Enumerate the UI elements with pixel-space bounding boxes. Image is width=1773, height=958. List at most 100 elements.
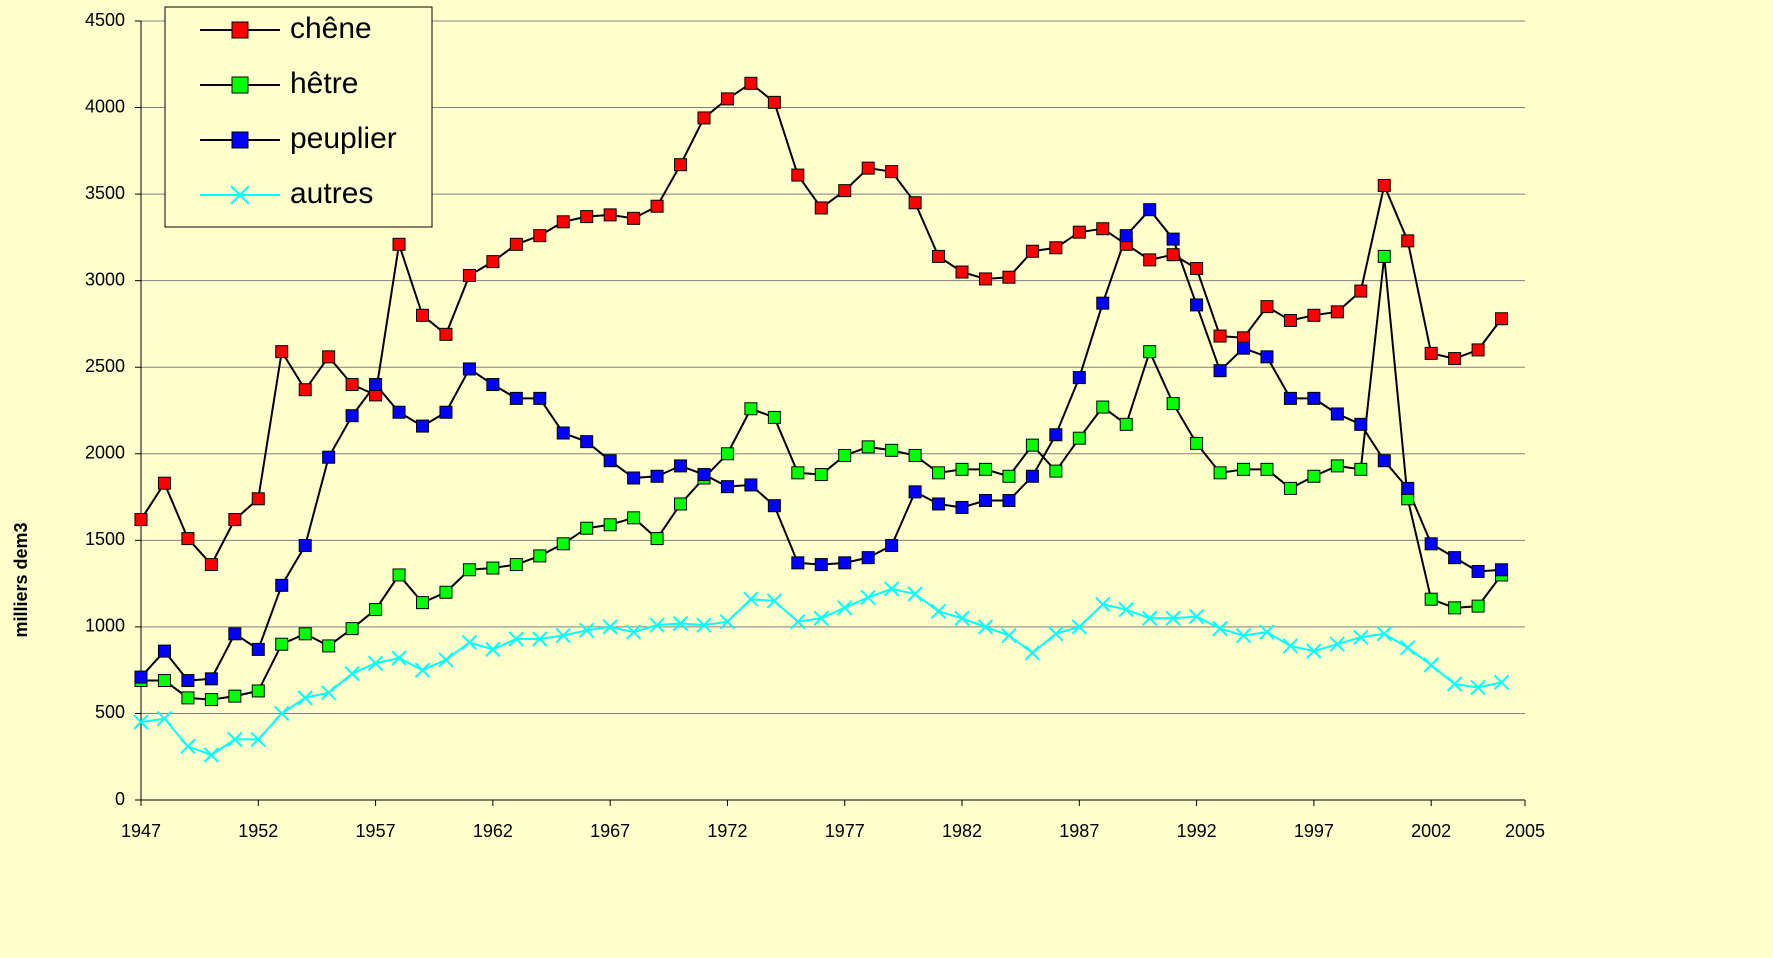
- y-axis-label: milliers dem3: [11, 522, 31, 637]
- marker: [1424, 537, 1438, 551]
- marker: [414, 662, 431, 678]
- y-tick-label: 500: [95, 702, 125, 722]
- marker: [1213, 329, 1227, 343]
- marker: [580, 435, 594, 449]
- y-tick-label: 2000: [85, 443, 125, 463]
- marker: [1330, 305, 1344, 319]
- marker: [627, 471, 641, 485]
- marker: [603, 518, 617, 532]
- marker: [767, 499, 781, 513]
- marker: [180, 738, 196, 755]
- marker: [978, 272, 992, 286]
- y-tick-label: 4500: [85, 10, 125, 30]
- marker: [157, 476, 171, 490]
- marker: [181, 674, 195, 688]
- marker: [1377, 178, 1391, 192]
- legend-label: chêne: [290, 12, 372, 45]
- marker: [1119, 417, 1133, 431]
- marker: [1002, 494, 1016, 508]
- marker: [719, 613, 736, 630]
- marker: [649, 617, 665, 633]
- x-tick-label: 1962: [473, 821, 513, 841]
- marker: [1166, 397, 1180, 411]
- marker: [391, 650, 407, 666]
- marker: [838, 184, 852, 198]
- marker: [462, 268, 476, 282]
- marker: [555, 627, 571, 644]
- marker: [157, 674, 171, 688]
- marker: [932, 466, 946, 480]
- marker: [1095, 596, 1111, 613]
- marker: [486, 378, 500, 392]
- marker: [134, 513, 148, 527]
- marker: [1166, 248, 1180, 262]
- marker: [1354, 417, 1368, 431]
- marker: [1282, 638, 1299, 654]
- marker: [532, 631, 548, 647]
- marker: [1025, 469, 1039, 483]
- marker: [1049, 428, 1063, 442]
- legend-box: [164, 6, 433, 228]
- marker: [181, 532, 195, 546]
- marker: [275, 578, 289, 592]
- marker: [1330, 407, 1344, 421]
- marker: [204, 558, 218, 572]
- legend-label: hêtre: [290, 67, 358, 100]
- marker: [462, 362, 476, 376]
- marker: [367, 655, 384, 671]
- y-tick-label: 4000: [85, 96, 125, 116]
- legend-marker: [231, 131, 249, 149]
- marker: [1025, 244, 1039, 258]
- marker: [1143, 203, 1157, 217]
- marker: [297, 690, 313, 706]
- marker: [1470, 679, 1486, 696]
- marker: [1119, 229, 1133, 243]
- marker: [134, 670, 148, 684]
- marker: [1166, 232, 1180, 246]
- marker: [322, 639, 336, 653]
- marker: [883, 581, 900, 597]
- marker: [228, 513, 242, 527]
- marker: [227, 731, 243, 748]
- marker: [1283, 391, 1297, 405]
- marker: [744, 478, 758, 492]
- marker: [1165, 610, 1181, 626]
- marker: [837, 600, 853, 616]
- marker: [1002, 270, 1016, 284]
- marker: [861, 440, 875, 454]
- marker: [744, 76, 758, 90]
- marker: [1307, 391, 1321, 405]
- marker: [1072, 371, 1086, 385]
- y-tick-label: 1000: [85, 616, 125, 636]
- marker: [1471, 564, 1485, 578]
- marker: [625, 624, 642, 640]
- marker: [955, 265, 969, 279]
- marker: [1096, 222, 1110, 236]
- marker: [978, 462, 992, 476]
- marker: [533, 549, 547, 563]
- marker: [250, 731, 266, 748]
- x-tick-label: 1967: [590, 821, 630, 841]
- marker: [1048, 626, 1064, 642]
- marker: [1495, 563, 1509, 577]
- legend-label: peuplier: [290, 122, 397, 155]
- marker: [274, 705, 290, 722]
- marker: [415, 596, 429, 610]
- marker: [1471, 599, 1485, 613]
- marker: [813, 610, 829, 626]
- marker: [251, 492, 265, 506]
- marker: [1260, 350, 1274, 364]
- marker: [1259, 624, 1275, 640]
- x-tick-label: 1992: [1177, 821, 1217, 841]
- y-tick-label: 3000: [85, 269, 125, 289]
- marker: [509, 558, 523, 572]
- marker: [1072, 431, 1086, 445]
- marker: [1260, 462, 1274, 476]
- marker: [1493, 674, 1510, 690]
- marker: [930, 603, 947, 620]
- marker: [627, 211, 641, 225]
- marker: [344, 665, 360, 682]
- marker: [181, 691, 195, 705]
- marker: [1143, 345, 1157, 359]
